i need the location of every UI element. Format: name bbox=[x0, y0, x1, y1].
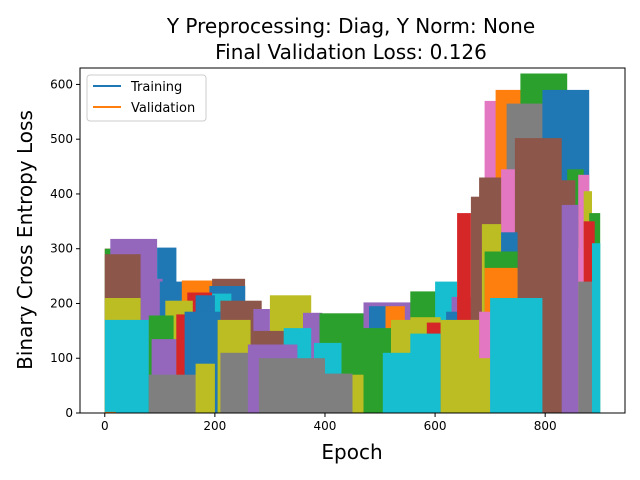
y-tick-label-200: 200 bbox=[50, 296, 73, 310]
loss-fill-region-80 bbox=[104, 411, 116, 413]
loss-fill-region-49 bbox=[561, 204, 579, 413]
loss-fill-region-75 bbox=[352, 374, 364, 413]
x-tick-label-200: 200 bbox=[203, 419, 226, 433]
loss-fill-region-70 bbox=[195, 363, 215, 413]
x-tick-label-400: 400 bbox=[314, 419, 337, 433]
chart-title-line1: Y Preprocessing: Diag, Y Norm: None bbox=[166, 14, 535, 38]
y-axis-label: Binary Cross Entropy Loss bbox=[13, 110, 37, 370]
legend-label-validation: Validation bbox=[131, 101, 195, 116]
legend-label-training: Training bbox=[130, 80, 182, 95]
x-axis-label: Epoch bbox=[321, 440, 382, 464]
loss-fill-region-50 bbox=[578, 281, 592, 413]
x-tick-label-600: 600 bbox=[424, 419, 447, 433]
y-tick-label-500: 500 bbox=[50, 132, 73, 146]
loss-fill-region-79 bbox=[490, 298, 543, 413]
loss-fill-region-74 bbox=[314, 373, 353, 413]
x-tick-label-0: 0 bbox=[101, 419, 109, 433]
loss-fill-region-73 bbox=[258, 358, 325, 413]
legend: Training Validation bbox=[86, 74, 207, 122]
plot-frame bbox=[79, 67, 626, 414]
y-tick-label-400: 400 bbox=[50, 187, 73, 201]
loss-fill-region-78 bbox=[457, 358, 491, 413]
loss-fill-region-51 bbox=[592, 243, 601, 413]
x-tick-label-800: 800 bbox=[534, 419, 557, 433]
loss-fill-region-77 bbox=[410, 333, 441, 413]
y-tick-label-300: 300 bbox=[50, 242, 73, 256]
y-tick-label-0: 0 bbox=[65, 406, 73, 420]
x-axis: 0 200 400 600 800 bbox=[101, 413, 557, 433]
loss-fill-region-54 bbox=[104, 319, 149, 413]
chart-title-line2: Final Validation Loss: 0.126 bbox=[215, 40, 487, 64]
y-tick-label-100: 100 bbox=[50, 351, 73, 365]
y-axis: 0 100 200 300 400 500 600 bbox=[50, 77, 80, 420]
loss-fill-region-69 bbox=[148, 374, 204, 413]
loss-fill-layer bbox=[104, 73, 601, 413]
y-tick-label-600: 600 bbox=[50, 77, 73, 91]
